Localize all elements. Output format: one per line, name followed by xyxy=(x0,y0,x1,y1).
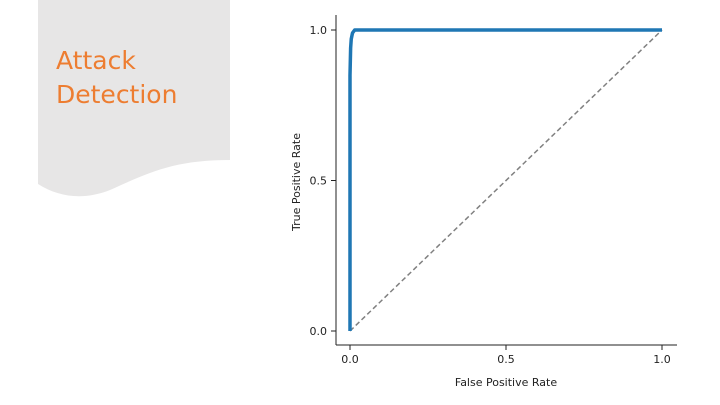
slide-title-line-1: Attack xyxy=(56,46,136,75)
x-tick-label: 0.0 xyxy=(341,353,359,366)
slide-title: Attack Detection xyxy=(56,44,177,112)
ticks: 0.0 0.5 1.0 0.0 0.5 1.0 xyxy=(310,24,671,366)
series-layer xyxy=(348,28,663,332)
x-tick-label: 1.0 xyxy=(653,353,671,366)
roc-curve-line xyxy=(348,28,662,331)
title-panel xyxy=(0,0,230,197)
y-tick-label: 0.0 xyxy=(310,325,328,338)
y-axis-label: True Positive Rate xyxy=(290,133,303,232)
title-panel-background xyxy=(0,0,230,197)
slide-title-line-2: Detection xyxy=(56,80,178,109)
x-axis-label: False Positive Rate xyxy=(455,376,557,389)
x-tick-label: 0.5 xyxy=(497,353,515,366)
y-tick-label: 0.5 xyxy=(310,175,328,188)
y-tick-label: 1.0 xyxy=(310,24,328,37)
chance-diagonal-line xyxy=(349,29,663,332)
